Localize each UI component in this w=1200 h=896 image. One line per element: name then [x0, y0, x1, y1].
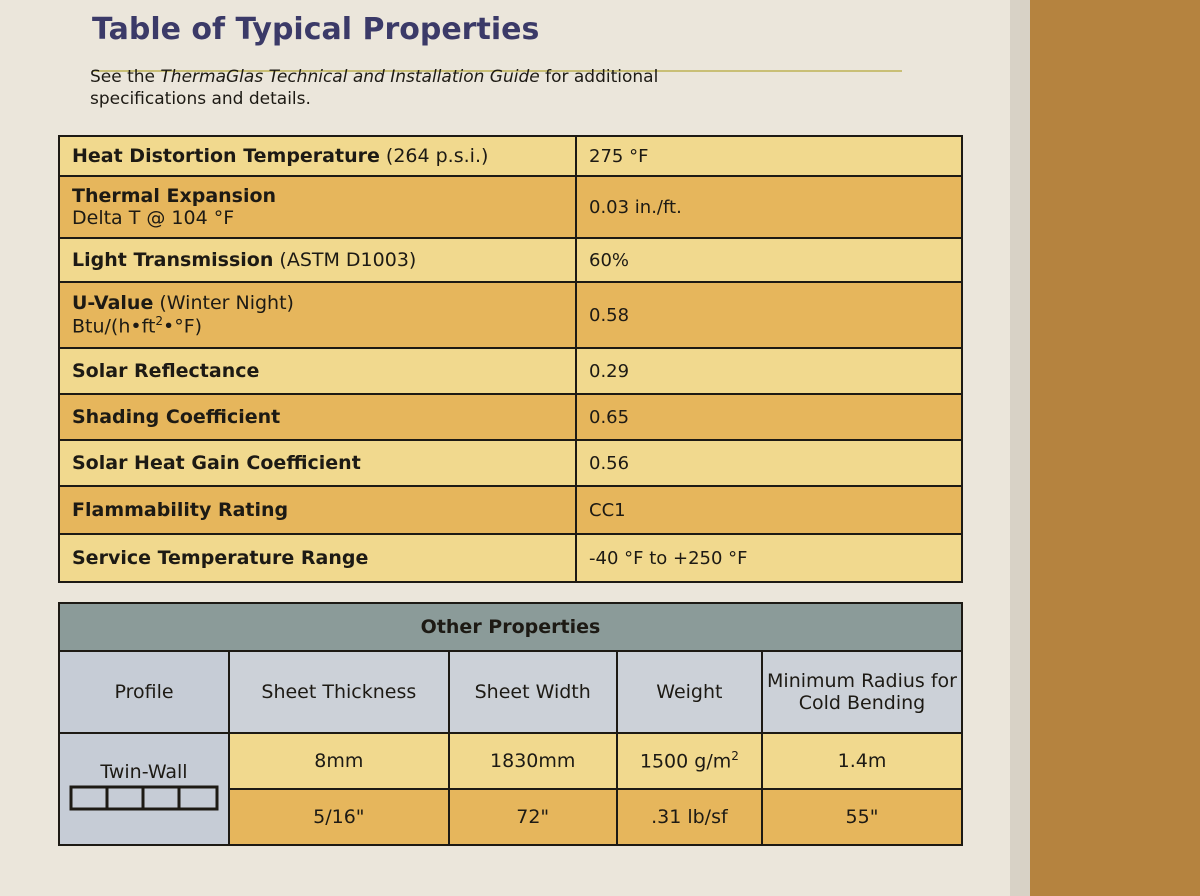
other-properties-table: Other Properties Profile Sheet Thickness…: [58, 602, 963, 846]
property-value: 60%: [575, 237, 963, 283]
property-detail: •°F): [163, 315, 203, 338]
property: Solar Heat Gain Coefficient: [58, 439, 577, 487]
property: Flammability Rating: [58, 485, 577, 535]
property-value: -40 °F to +250 °F: [575, 533, 963, 583]
profile-cell: Twin-Wall: [58, 732, 230, 846]
column-header: Weight: [615, 650, 764, 734]
rule: [92, 70, 902, 72]
property: Light Transmission (ASTM D1003): [58, 237, 577, 283]
cell: 55": [761, 788, 963, 846]
property-name: Thermal Expansion: [72, 185, 277, 207]
properties-table: Heat Distortion Temperature (264 p.s.i.)…: [58, 135, 963, 583]
property-note: (264 p.s.i.): [385, 145, 489, 167]
property-name: Service Temperature Range: [72, 547, 369, 569]
cell: 1830mm: [447, 732, 618, 790]
superscript: 2: [731, 749, 739, 764]
superscript: 2: [155, 314, 164, 329]
property-value: 0.65: [575, 393, 963, 441]
property-value: 0.56: [575, 439, 963, 487]
guide-name: ThermaGlas Technical and Installation Gu…: [160, 67, 540, 87]
intro: See the ThermaGlas Technical and Install…: [90, 66, 770, 110]
property-value: 275 °F: [575, 135, 963, 177]
column-header: Minimum Radius for Cold Bending: [761, 650, 963, 734]
property-name: Light Transmission: [72, 249, 274, 271]
property-detail: Delta T @ 104 °F: [72, 207, 235, 229]
property: Thermal Expansion Delta T @ 104 °F: [58, 175, 577, 239]
intro-text: for additional specifications and detail…: [90, 67, 659, 109]
property-name: Heat Distortion Temperature: [72, 145, 380, 167]
property-name: Flammability Rating: [72, 499, 289, 521]
cell-text: 1500 g/m: [639, 750, 732, 773]
column-header: Sheet Width: [447, 650, 618, 734]
property: Heat Distortion Temperature (264 p.s.i.): [58, 135, 577, 177]
section-title: Other Properties: [58, 602, 963, 652]
property-name: Solar Heat Gain Coefficient: [72, 452, 361, 474]
profile-name: Twin-Wall: [100, 760, 188, 783]
property-value: 0.29: [575, 347, 963, 395]
property-value: CC1: [575, 485, 963, 535]
property: Shading Coefficient: [58, 393, 577, 441]
property: U-Value (Winter Night) Btu/(h•ft2•°F): [58, 281, 577, 349]
property: Service Temperature Range: [58, 533, 577, 583]
property-value: 0.58: [575, 281, 963, 349]
column-header: Profile: [58, 650, 230, 734]
title: Table of Typical Properties: [92, 12, 540, 47]
property: Solar Reflectance: [58, 347, 577, 395]
cell: 1500 g/m2: [615, 732, 764, 790]
column-header: Sheet Thickness: [228, 650, 450, 734]
property-name: Shading Coefficient: [72, 406, 281, 428]
property-value: 0.03 in./ft.: [575, 175, 963, 239]
property-name: Solar Reflectance: [72, 360, 260, 382]
property-detail: Btu/(h•ft: [72, 315, 156, 338]
property-note: (Winter Night): [159, 292, 294, 315]
cell: 5/16": [228, 788, 450, 846]
intro-text: See the: [90, 67, 161, 87]
property-name: U-Value: [72, 292, 154, 315]
twin-wall-icon: [69, 785, 219, 810]
cell: 8mm: [228, 732, 450, 790]
property-note: (ASTM D1003): [279, 249, 417, 271]
cell: 72": [447, 788, 618, 846]
cell: .31 lb/sf: [615, 788, 764, 846]
cell: 1.4m: [761, 732, 963, 790]
